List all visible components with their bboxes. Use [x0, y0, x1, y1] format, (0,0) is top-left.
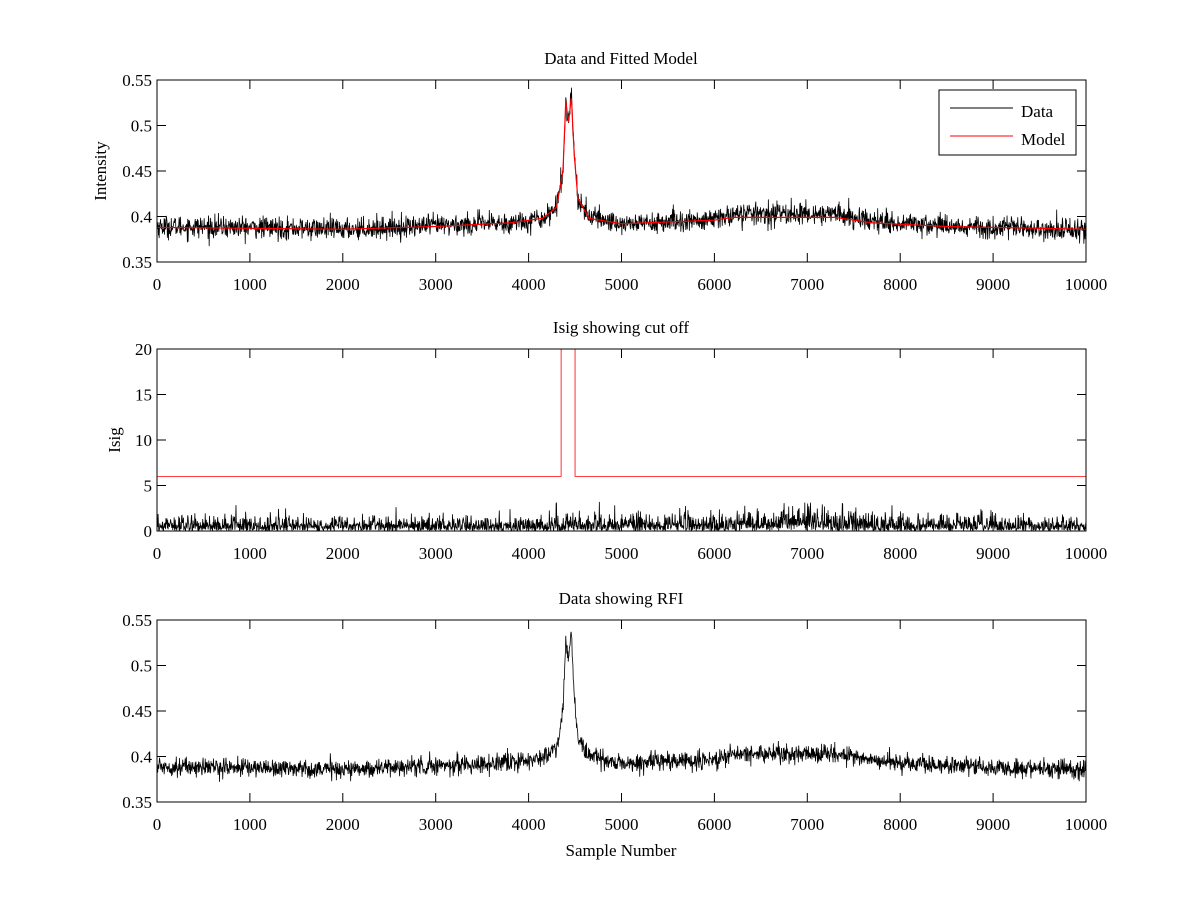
- y-tick-label: 0.55: [122, 611, 152, 630]
- panel-2-title: Isig showing cut off: [553, 318, 689, 337]
- x-tick-label: 9000: [976, 815, 1010, 834]
- x-tick-label: 3000: [419, 815, 453, 834]
- x-tick-label: 5000: [605, 275, 639, 294]
- panel-3-series-group: [157, 631, 1086, 782]
- x-tick-label: 1000: [233, 544, 267, 563]
- y-tick-label: 0.4: [131, 748, 153, 767]
- x-tick-label: 5000: [605, 544, 639, 563]
- x-tick-label: 6000: [697, 275, 731, 294]
- x-tick-label: 10000: [1065, 275, 1108, 294]
- x-tick-label: 2000: [326, 544, 360, 563]
- panel-2-ylabel: Isig: [105, 427, 124, 453]
- panel-1-plot: 0 1000 2000 3000 4000 5000 6000 7000 8000 9000 100…: [122, 71, 1107, 294]
- panel-2-plot: 0 1000 2000 3000 4000 5000 6000 7000 8000 9000 100…: [135, 340, 1107, 563]
- x-tick-label: 5000: [605, 815, 639, 834]
- x-tick-label: 3000: [419, 544, 453, 563]
- x-tick-label: 4000: [512, 815, 546, 834]
- panel-3-series-1: [157, 631, 1086, 782]
- panel-1-series-group: [157, 87, 1086, 247]
- panel-3-title: Data showing RFI: [559, 589, 684, 608]
- x-tick-label: 2000: [326, 815, 360, 834]
- x-tick-label: 8000: [883, 815, 917, 834]
- panel-3-xlabel: Sample Number: [566, 841, 677, 860]
- panel-1-ylabel: Intensity: [91, 141, 110, 201]
- x-tick-label: 8000: [883, 544, 917, 563]
- x-tick-label: 9000: [976, 275, 1010, 294]
- legend-label-data: Data: [1021, 102, 1054, 121]
- panel-2-series-2: [157, 349, 1086, 477]
- x-tick-label: 10000: [1065, 544, 1108, 563]
- legend-label-model: Model: [1021, 130, 1066, 149]
- x-tick-label: 0: [153, 815, 162, 834]
- x-tick-label: 8000: [883, 275, 917, 294]
- x-tick-label: 7000: [790, 815, 824, 834]
- x-tick-label: 3000: [419, 275, 453, 294]
- y-tick-label: 5: [144, 477, 153, 496]
- y-tick-label: 15: [135, 386, 152, 405]
- panel-2: Isig showing cut off Isig 0 1000 2000 3000 4…: [105, 318, 1107, 563]
- x-tick-label: 7000: [790, 544, 824, 563]
- x-tick-label: 4000: [512, 275, 546, 294]
- x-tick-label: 2000: [326, 275, 360, 294]
- y-tick-label: 0.5: [131, 657, 152, 676]
- x-tick-label: 4000: [512, 544, 546, 563]
- y-tick-label: 0.55: [122, 71, 152, 90]
- legend-box: [938, 89, 1077, 156]
- x-tick-label: 0: [153, 544, 162, 563]
- panel-1-legend: Data Model: [938, 89, 1077, 156]
- x-tick-label: 1000: [233, 275, 267, 294]
- panel-1-series-1-data: [157, 87, 1086, 247]
- x-tick-label: 7000: [790, 275, 824, 294]
- x-tick-label: 0: [153, 275, 162, 294]
- x-tick-label: 1000: [233, 815, 267, 834]
- y-tick-label: 0.35: [122, 253, 152, 272]
- y-tick-label: 0.5: [131, 117, 152, 136]
- x-tick-label: 9000: [976, 544, 1010, 563]
- panel-3: Data showing RFI Sample Number 0 1000 2000…: [122, 589, 1107, 860]
- y-tick-label: 0.45: [122, 162, 152, 181]
- y-tick-label: 20: [135, 340, 152, 359]
- x-tick-label: 6000: [697, 815, 731, 834]
- y-tick-label: 0: [144, 522, 153, 541]
- y-tick-label: 0.45: [122, 702, 152, 721]
- panel-3-plot: 0 1000 2000 3000 4000 5000 6000 7000 8000 9000 100…: [122, 611, 1107, 834]
- x-tick-label: 6000: [697, 544, 731, 563]
- y-tick-label: 0.4: [131, 208, 153, 227]
- panel-1-series-2-model: [157, 98, 1086, 230]
- x-tick-label: 10000: [1065, 815, 1108, 834]
- y-tick-label: 10: [135, 431, 152, 450]
- y-tick-label: 0.35: [122, 793, 152, 812]
- panel-1-title: Data and Fitted Model: [544, 49, 698, 68]
- panel-1: Data and Fitted Model Intensity 0 1000 200…: [91, 49, 1107, 294]
